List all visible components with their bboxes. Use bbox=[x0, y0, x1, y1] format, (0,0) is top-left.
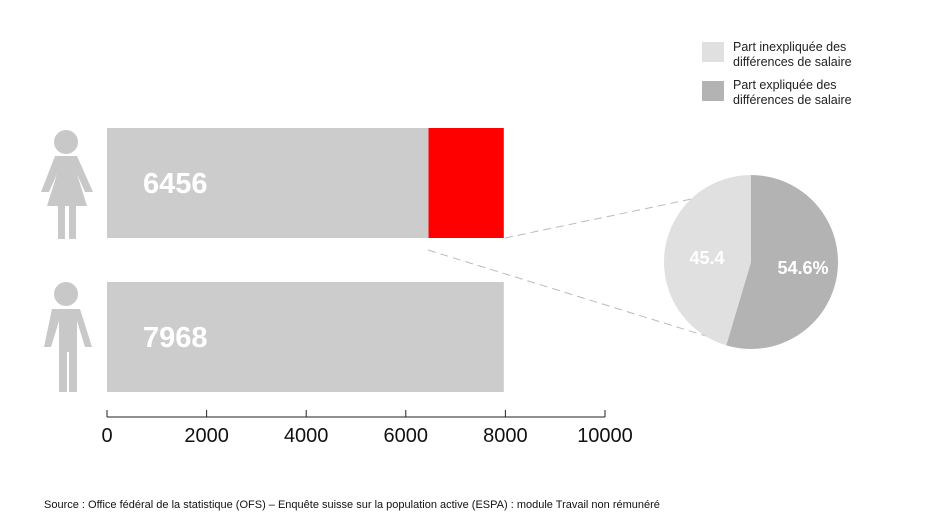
value-label: 7968 bbox=[143, 322, 208, 354]
connector-lines bbox=[427, 195, 707, 337]
source-note: Source : Office fédéral de la statistiqu… bbox=[44, 499, 660, 511]
x-tick-label: 6000 bbox=[384, 425, 429, 447]
legend-label: Part inexpliquée des différences de sala… bbox=[733, 40, 852, 69]
value-label: 6456 bbox=[143, 168, 208, 200]
bar-segment bbox=[428, 128, 504, 238]
pie-slice bbox=[663, 175, 751, 346]
x-tick-label: 8000 bbox=[483, 425, 528, 447]
x-tick-label: 2000 bbox=[184, 425, 229, 447]
man-icon bbox=[44, 282, 92, 392]
pie-slice bbox=[726, 175, 838, 349]
legend-label: Part expliquée des différences de salair… bbox=[733, 78, 852, 107]
woman-icon bbox=[41, 130, 93, 239]
bar-segment bbox=[107, 282, 504, 392]
x-tick-label: 10000 bbox=[577, 425, 633, 447]
legend-swatch bbox=[702, 42, 724, 62]
x-tick-label: 0 bbox=[101, 425, 112, 447]
legend-swatch bbox=[702, 81, 724, 101]
pie-label: 54.6% bbox=[777, 258, 828, 278]
x-tick-label: 4000 bbox=[284, 425, 329, 447]
bar-segment bbox=[107, 128, 429, 238]
pie-label: 45.4 bbox=[689, 248, 724, 268]
